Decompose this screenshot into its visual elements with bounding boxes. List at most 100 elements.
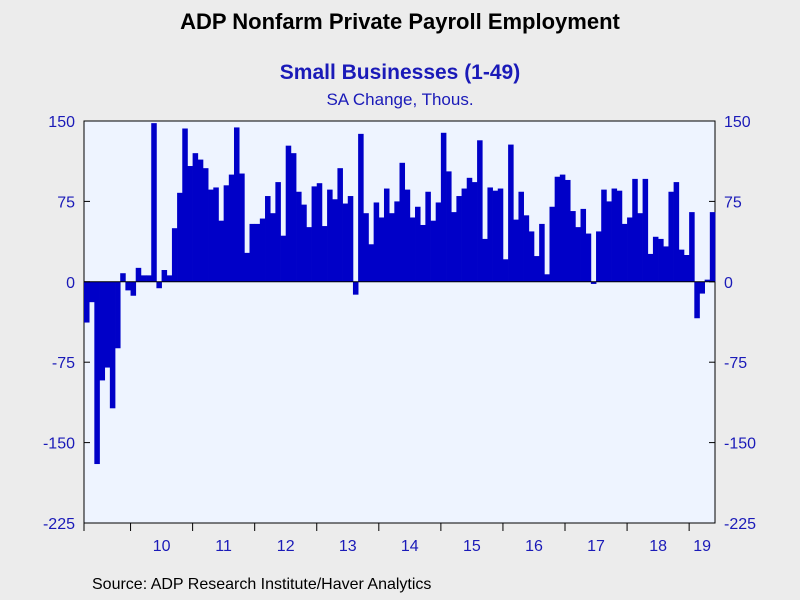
x-tick-label: 17: [587, 538, 605, 555]
bar: [187, 166, 193, 282]
bar: [321, 226, 328, 282]
bar: [285, 145, 292, 282]
bar: [311, 186, 318, 282]
bar: [161, 270, 168, 282]
bar: [487, 187, 493, 282]
x-tick-label: 15: [463, 538, 481, 555]
bar: [368, 244, 374, 282]
bar: [430, 220, 437, 282]
y-tick-label-right: -150: [724, 436, 756, 453]
bar: [239, 173, 245, 282]
bar: [84, 281, 90, 323]
bar: [549, 206, 556, 282]
bar: [109, 281, 116, 409]
bar: [668, 191, 674, 282]
bar: [673, 182, 680, 282]
bar: [528, 231, 535, 282]
bar: [502, 259, 509, 282]
bar: [425, 191, 431, 282]
bar: [265, 196, 271, 282]
bar: [590, 281, 597, 284]
bar: [363, 213, 369, 282]
bar: [585, 233, 592, 282]
bar: [399, 162, 406, 282]
bar: [611, 188, 618, 282]
bar: [580, 208, 587, 282]
bar: [125, 281, 131, 291]
bar: [389, 213, 395, 282]
bar: [228, 174, 235, 282]
bar: [420, 224, 426, 282]
chart-subtitle: Small Businesses (1-49): [279, 61, 521, 84]
bar: [570, 211, 576, 282]
y-tick-label-right: -75: [724, 355, 747, 372]
bar: [544, 274, 550, 282]
y-tick-label-right: 75: [724, 194, 742, 211]
bar: [249, 223, 256, 282]
bar: [704, 279, 711, 282]
x-tick-label: 13: [339, 538, 357, 555]
x-tick-label: 19: [693, 538, 711, 555]
bar: [663, 246, 669, 282]
x-tick-label: 14: [401, 538, 419, 555]
bar: [627, 217, 633, 282]
x-tick-label: 11: [215, 538, 232, 555]
y-tick-label-left: -225: [43, 516, 75, 533]
y-tick-label-left: 0: [66, 275, 75, 292]
bar: [197, 159, 204, 282]
bar: [352, 281, 359, 295]
bar: [621, 223, 628, 282]
bar: [373, 202, 380, 282]
bar: [146, 275, 152, 282]
bar: [270, 213, 276, 282]
bar: [689, 212, 695, 282]
y-tick-label-left: 75: [57, 194, 75, 211]
source-note: Source: ADP Research Institute/Haver Ana…: [92, 576, 432, 593]
bar: [709, 212, 716, 282]
bar: [337, 168, 343, 282]
bar: [508, 144, 514, 282]
bar: [683, 255, 690, 282]
bar: [477, 140, 483, 282]
bar: [244, 252, 250, 282]
bar: [342, 203, 349, 282]
bar: [518, 191, 524, 282]
bar: [492, 190, 499, 282]
bar: [642, 178, 649, 282]
bar: [192, 153, 199, 282]
bar: [208, 189, 214, 282]
bar: [694, 281, 700, 319]
bar: [533, 256, 540, 282]
x-axis: 10 11 12 13 14 15 16 17 18 19: [83, 523, 711, 555]
bar: [301, 204, 307, 282]
bar: [99, 281, 106, 381]
bar: [616, 190, 623, 282]
bar: [446, 171, 452, 282]
bar: [296, 191, 302, 282]
bar: [290, 153, 297, 282]
bar: [177, 192, 183, 282]
x-tick-label: 18: [649, 538, 667, 555]
bar: [658, 238, 664, 282]
y-tick-label-left: -150: [43, 436, 75, 453]
bar: [513, 219, 519, 282]
bar: [120, 273, 126, 282]
bar: [637, 213, 643, 282]
bar: [409, 217, 416, 282]
bar: [471, 182, 478, 282]
bar: [358, 133, 364, 282]
bar: [523, 215, 530, 282]
bar: [461, 188, 468, 282]
bar: [497, 188, 504, 282]
x-tick-label: 10: [153, 538, 171, 555]
y-tick-label-right: 150: [724, 114, 751, 131]
bar: [130, 281, 137, 296]
bar: [466, 177, 473, 282]
bar: [166, 275, 173, 282]
bar: [554, 176, 561, 282]
chart-units-subtitle: SA Change, Thous.: [326, 90, 474, 109]
bar: [652, 236, 659, 282]
bar: [647, 253, 654, 282]
